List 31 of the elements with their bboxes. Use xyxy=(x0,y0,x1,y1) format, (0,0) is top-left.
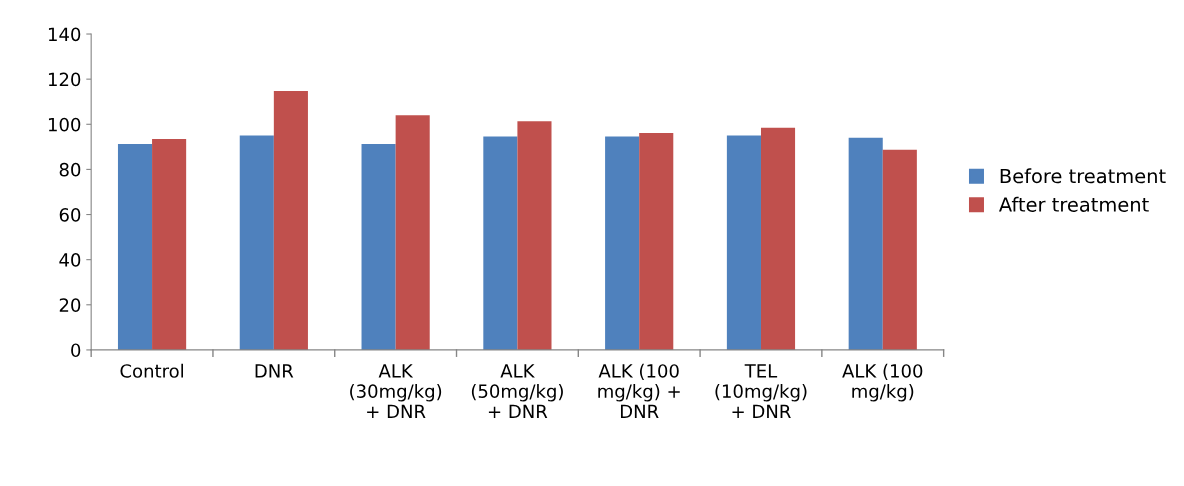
y-tick-label: 20 xyxy=(59,298,81,312)
bar xyxy=(483,136,518,350)
bar xyxy=(395,115,430,350)
bar xyxy=(152,138,187,350)
x-tick-label: ALK (100 mg/kg) xyxy=(842,363,923,402)
x-tick-label: ALK (100 mg/kg) + DNR xyxy=(598,363,680,418)
y-tick-label: 140 xyxy=(48,27,81,42)
x-tick-label: ALK (50mg/kg) + DNR xyxy=(471,364,563,418)
y-tick-label: 60 xyxy=(59,207,81,222)
bar xyxy=(239,135,274,350)
bar xyxy=(117,143,153,350)
bar xyxy=(882,149,917,350)
bar xyxy=(760,127,796,350)
legend-label: After treatment xyxy=(998,196,1149,212)
bar xyxy=(726,135,761,350)
bar xyxy=(273,90,308,350)
y-tick-label: 80 xyxy=(59,162,81,177)
x-tick-label: DNR xyxy=(255,364,294,378)
y-tick-label: 100 xyxy=(48,117,81,132)
bar xyxy=(639,133,674,350)
bar xyxy=(848,137,883,350)
x-tick-label: ALK (30mg/kg) + DNR xyxy=(350,364,442,418)
legend-label: Before treatment xyxy=(1000,168,1166,184)
bar xyxy=(517,121,552,350)
y-tick-label: 40 xyxy=(59,253,81,267)
bar xyxy=(605,136,640,350)
y-tick-label: 0 xyxy=(71,343,81,358)
y-tick-label: 120 xyxy=(48,72,81,87)
x-tick-label: Control xyxy=(120,363,183,378)
x-tick-label: TEL (10mg/kg) + DNR xyxy=(715,364,807,418)
bar xyxy=(361,143,396,350)
